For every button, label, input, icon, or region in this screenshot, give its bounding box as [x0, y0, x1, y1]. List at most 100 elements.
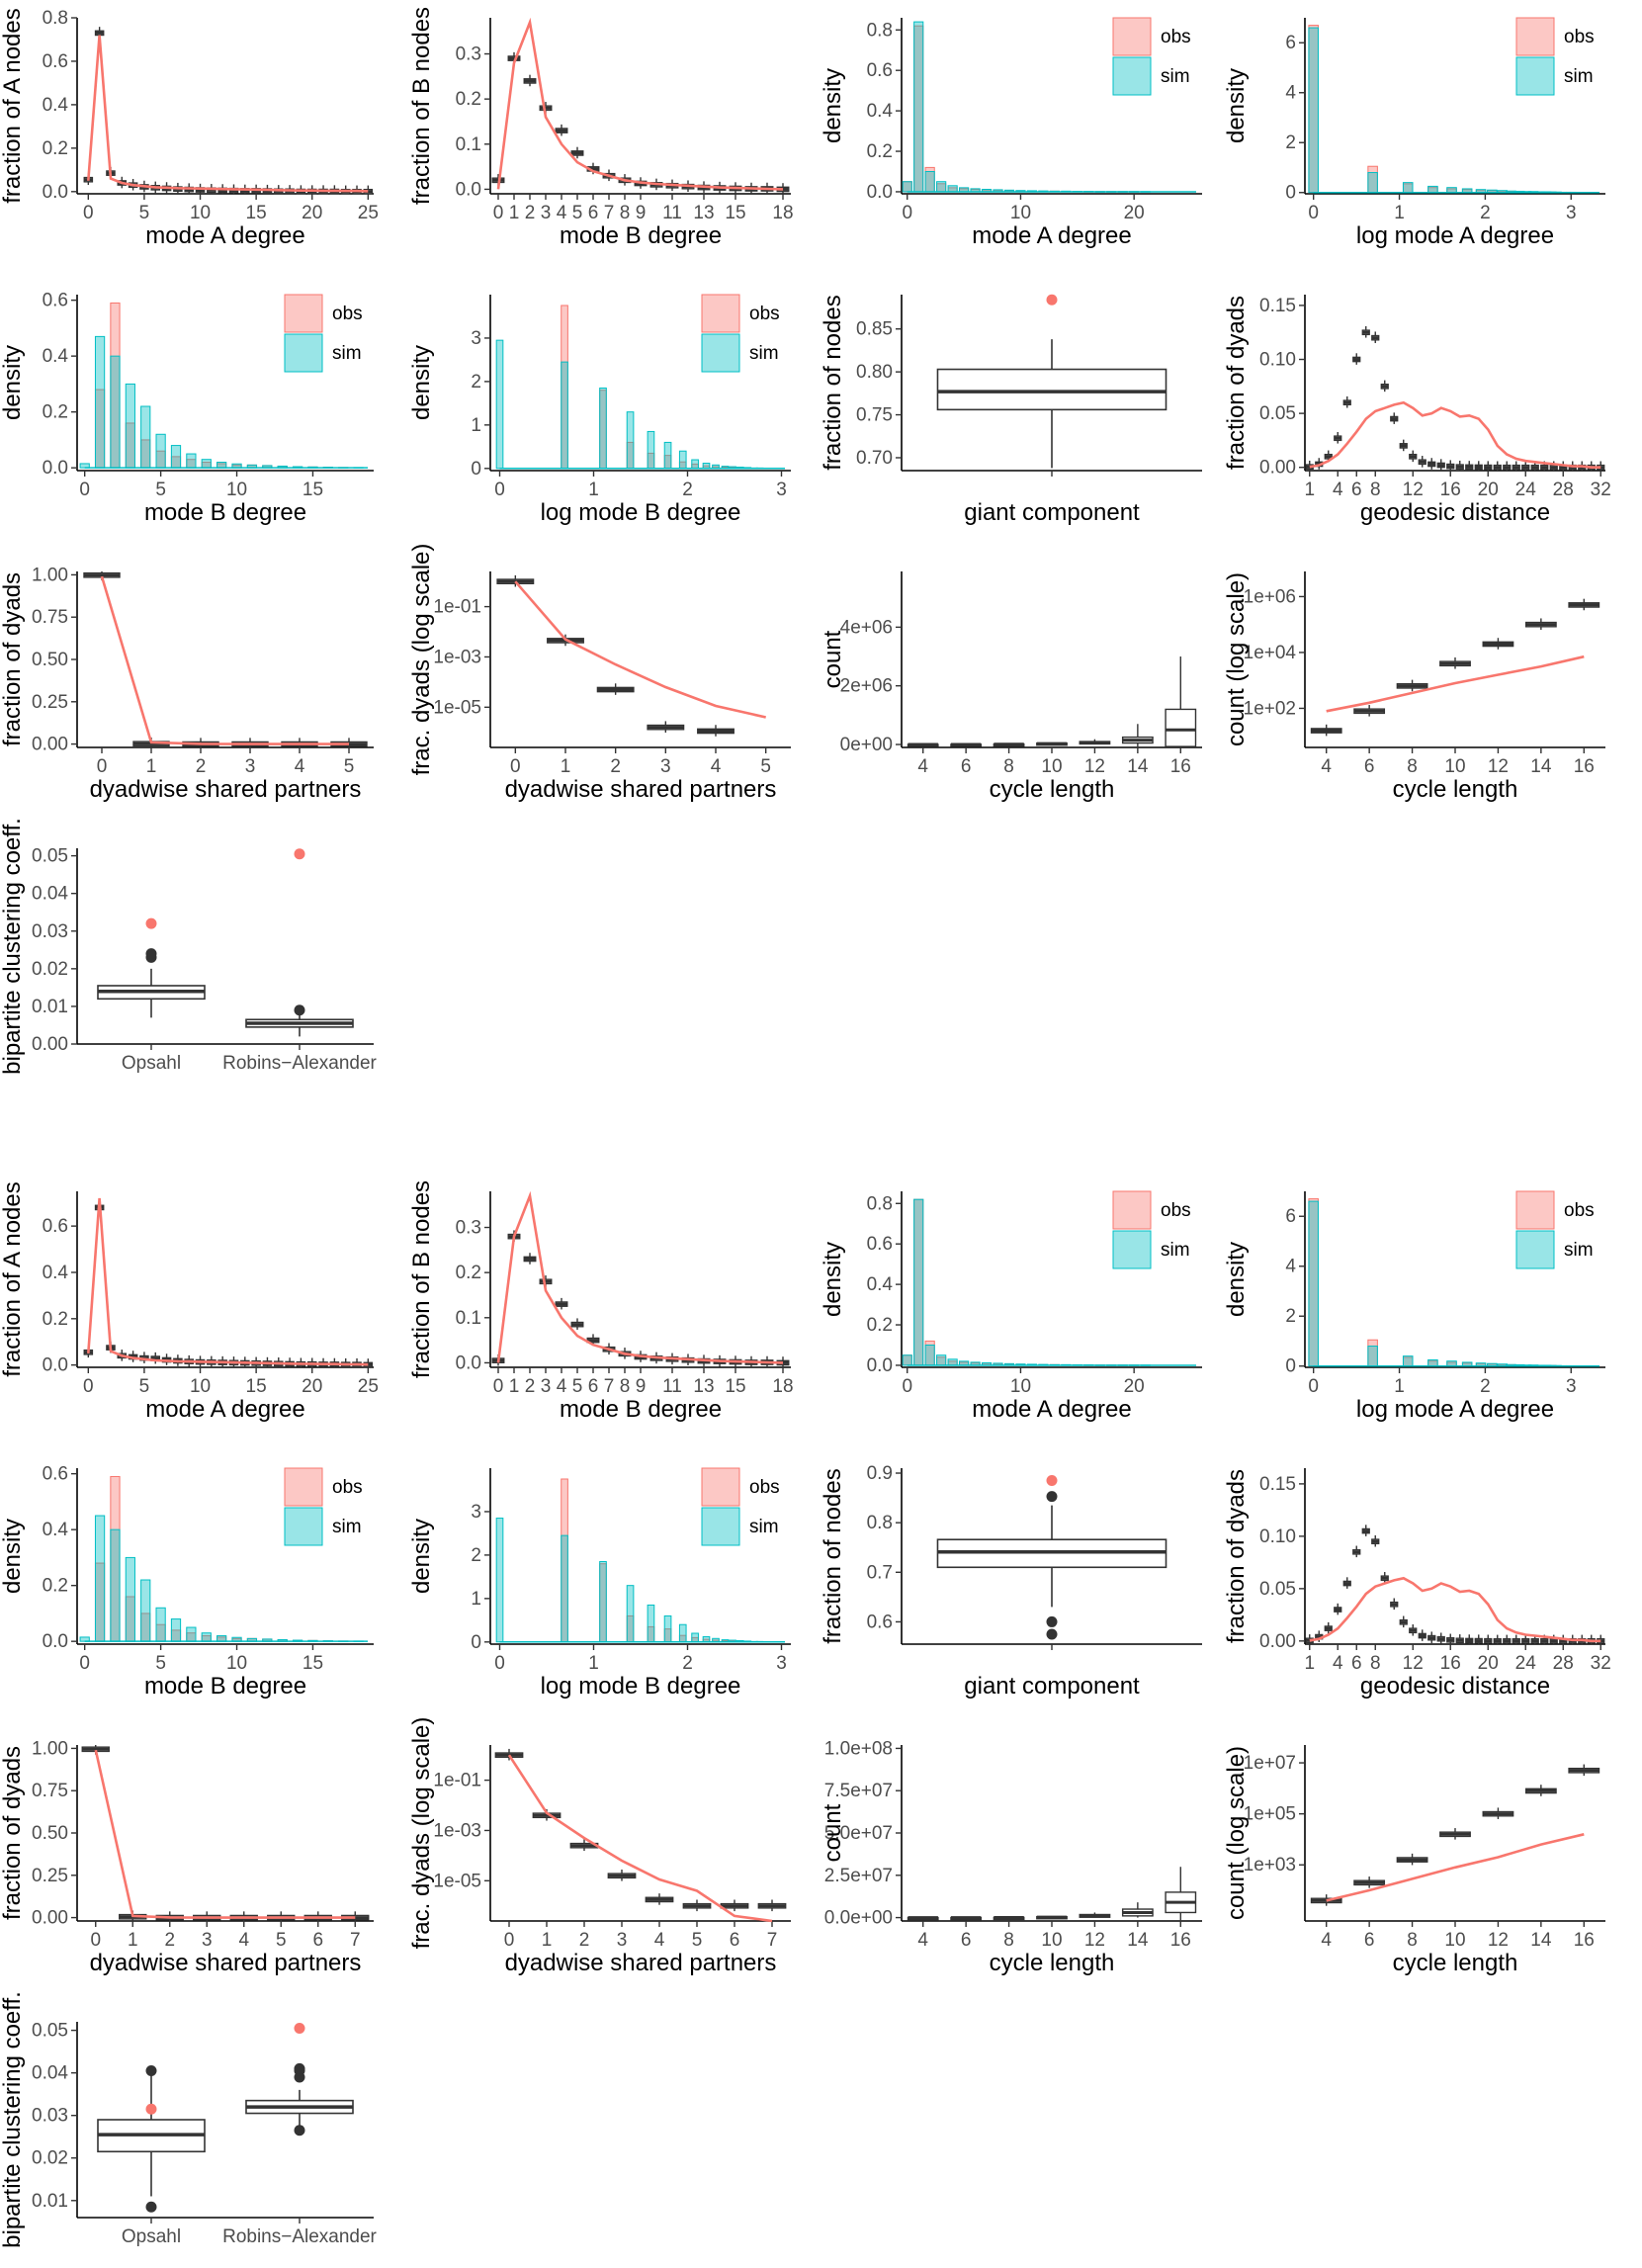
- y-tick-label: 0.00: [1259, 1631, 1296, 1652]
- y-tick-label: 0.6: [867, 1612, 893, 1632]
- y-axis-title: count (log scale): [1223, 1746, 1250, 1920]
- x-tick-label: 4: [917, 756, 928, 777]
- y-tick-label: 0.3: [456, 44, 481, 65]
- box-outlier: [294, 2062, 305, 2074]
- x-axis-title: geodesic distance: [1360, 1673, 1550, 1700]
- x-tick-label: 3: [541, 1376, 552, 1397]
- y-tick-label: 0.2: [43, 138, 68, 159]
- y-tick-label: 0.3: [456, 1218, 481, 1239]
- y-tick-label: 0.00: [32, 735, 68, 755]
- y-tick-label: 1.00: [32, 565, 68, 585]
- sim-bar: [170, 1618, 182, 1642]
- x-tick-label: 1: [146, 756, 157, 777]
- box-body: [1165, 708, 1197, 747]
- x-tick-label: 4: [238, 1930, 249, 1951]
- y-tick-label: 0: [1285, 1356, 1296, 1377]
- sim-bar: [663, 441, 672, 470]
- y-tick-label: 0.9: [867, 1463, 893, 1484]
- sim-bar: [702, 463, 711, 470]
- x-tick-label: 1: [128, 1930, 138, 1951]
- x-tick-label: 20: [302, 1376, 322, 1397]
- legend-sim-label: sim: [332, 343, 362, 364]
- x-tick-label: 12: [1403, 480, 1424, 500]
- x-tick-label: 5: [572, 1376, 583, 1397]
- x-tick-label: 0: [494, 1653, 505, 1674]
- x-tick-label: 7: [604, 203, 615, 223]
- x-tick-label: 6: [961, 1930, 972, 1951]
- panel-k2: 0.0e+00 2.5e+07 5.0e+07 7.5e+07 1.0e+08 4 6 8 10…: [820, 1738, 1202, 1976]
- x-tick-label: 18: [772, 203, 793, 223]
- x-tick-label: 3: [1566, 203, 1577, 223]
- y-tick-label: 0.1: [456, 1308, 481, 1329]
- y-tick-label: 0.4: [43, 1263, 69, 1283]
- y-tick-label: 0.6: [43, 291, 68, 311]
- y-tick-label: 0.02: [32, 959, 68, 980]
- x-tick-label: 6: [588, 1376, 599, 1397]
- x-axis-title: mode B degree: [560, 1396, 722, 1423]
- sim-bar: [170, 445, 182, 469]
- y-tick-label: 0: [471, 1632, 481, 1653]
- sim-bar: [216, 462, 227, 469]
- y-tick-label: 0.15: [1259, 296, 1296, 316]
- x-tick-label: 1: [1394, 1376, 1405, 1397]
- y-tick-label: 6: [1285, 1206, 1296, 1227]
- x-tick-label: 0: [90, 1930, 101, 1951]
- panel-m1: 0.00 0.01 0.02 0.03 0.04 0.05 Opsahl Robins−Ale…: [0, 818, 378, 1075]
- x-tick-label: 2: [525, 203, 536, 223]
- sim-bar: [495, 339, 504, 470]
- x-axis-title: dyadwise shared partners: [505, 1950, 777, 1976]
- sim-bar: [201, 459, 212, 469]
- y-tick-label: 0.03: [32, 921, 68, 942]
- obs-point: [1046, 294, 1058, 305]
- x-tick-label: 4: [917, 1930, 928, 1951]
- panel-b1: 0.0 0.1 0.2 0.3 0 1 2 3 4 5 6 7 8 9 11 13 15 18 mode B deg…: [408, 7, 794, 249]
- legend-sim-swatch: [284, 333, 323, 373]
- x-tick-label: 24: [1515, 1653, 1537, 1674]
- panel-b2: 0.0 0.1 0.2 0.3 0 1 2 3 4 5 6 7 8 9 11 13 15 18 mode B deg…: [408, 1180, 794, 1423]
- panel-k1: 0e+00 2e+06 4e+06 4 6 8 10 12 14 16 cycle length co…: [820, 571, 1202, 803]
- y-tick-label: 0.8: [867, 1513, 893, 1533]
- panel-f1: 0 1 2 3 0 1 2 3 log mode B degree density obs sim: [408, 294, 791, 526]
- sim-bar: [947, 185, 958, 193]
- x-tick-label: 14: [1127, 756, 1149, 777]
- y-tick-label: 1e-01: [433, 597, 481, 618]
- x-tick-label: 14: [1530, 756, 1552, 777]
- x-tick-label: 0: [97, 756, 108, 777]
- x-tick-label: 4: [654, 1930, 665, 1951]
- x-tick-label: 13: [693, 203, 714, 223]
- x-tick-label: 4: [1321, 1930, 1332, 1951]
- x-axis-title: mode A degree: [972, 222, 1131, 249]
- y-tick-label: 0.10: [1259, 1527, 1296, 1547]
- box-outlier: [1046, 1615, 1058, 1627]
- sim-bar: [626, 1585, 635, 1643]
- y-tick-label: 1e-01: [433, 1771, 481, 1791]
- y-axis-title: density: [0, 345, 26, 420]
- box-outlier: [294, 1004, 305, 1016]
- x-tick-label: 16: [1574, 756, 1595, 777]
- sim-bar: [913, 21, 924, 193]
- sim-bar: [626, 411, 635, 470]
- y-tick-label: 0.10: [1259, 350, 1296, 371]
- y-tick-label: 0.6: [43, 51, 68, 72]
- y-tick-label: 0.0: [43, 182, 68, 203]
- x-axis-title: cycle length: [1393, 776, 1518, 803]
- sim-bar: [663, 1614, 672, 1643]
- x-axis-title: cycle length: [990, 1950, 1115, 1976]
- x-axis-title: mode B degree: [144, 499, 306, 526]
- panel-a1: 0.0 0.2 0.4 0.6 0.8 0 5 10 15 20 25 mode A degree fr…: [0, 8, 379, 249]
- x-tick-label: 5: [139, 1376, 150, 1397]
- x-tick-label: 8: [1407, 1930, 1418, 1951]
- x-tick-label: 7: [350, 1930, 361, 1951]
- x-tick-label: 12: [1084, 756, 1105, 777]
- x-tick-label: Robins−Alexander: [222, 2226, 377, 2247]
- y-axis-title: fraction of nodes: [820, 1468, 846, 1643]
- y-tick-label: 0.00: [32, 1034, 68, 1055]
- x-tick-label: 11: [662, 1376, 682, 1397]
- panel-a2: 0.0 0.2 0.4 0.6 0 5 10 15 20 25 mode A degree fract…: [0, 1181, 379, 1423]
- y-tick-label: 1e+02: [1244, 698, 1296, 719]
- x-tick-label: 20: [1124, 1376, 1145, 1397]
- x-axis-title: mode B degree: [144, 1673, 306, 1700]
- y-tick-label: 0.50: [32, 650, 68, 670]
